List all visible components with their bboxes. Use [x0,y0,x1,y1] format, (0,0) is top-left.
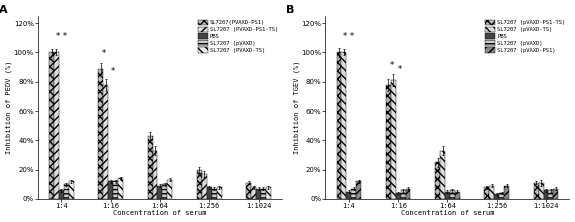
Bar [251,187,256,199]
Bar [152,151,158,199]
Bar [351,189,356,199]
Bar [391,80,396,199]
Bar [534,183,539,199]
Bar [59,190,64,199]
Bar [148,136,152,199]
Bar [346,192,351,199]
Bar [104,85,108,199]
Bar [455,192,460,199]
Y-axis label: Inhibition of TGEV (%): Inhibition of TGEV (%) [293,61,300,154]
Text: *: * [390,61,394,70]
Bar [246,183,251,199]
Bar [212,189,217,199]
Text: *: * [102,49,106,58]
Bar [484,187,489,199]
Bar [64,184,69,199]
Bar [405,189,411,199]
Bar [158,186,162,199]
Bar [504,186,509,199]
Bar [396,193,401,199]
Bar [489,186,494,199]
Bar [118,178,123,199]
Bar [386,85,391,199]
Bar [108,181,113,199]
Bar [342,52,346,199]
Bar [440,151,445,199]
Bar [549,190,553,199]
Text: * *: * * [56,32,67,41]
Bar [261,189,266,199]
Text: *: * [398,65,402,74]
Bar [450,190,455,199]
X-axis label: Concentration of serum: Concentration of serum [113,210,206,216]
Bar [499,193,504,199]
Bar [54,52,59,199]
Text: *: * [110,67,115,76]
Bar [266,187,271,199]
Bar [162,184,167,199]
Bar [197,170,202,199]
Bar [167,180,172,199]
Bar [69,181,74,199]
Bar [217,187,221,199]
Text: A: A [0,5,7,15]
Bar [49,52,54,199]
Bar [435,162,440,199]
Bar [336,52,342,199]
Bar [256,189,261,199]
Bar [207,187,212,199]
Legend: SL7207 (pVAXD-PS1-TS), SL7207 (pVAXD-TS), PBS, SL7207 (pVAXD), SL7207 (pVAXD-PS1: SL7207 (pVAXD-PS1-TS), SL7207 (pVAXD-TS)… [484,19,567,54]
Bar [543,190,549,199]
Text: B: B [286,5,295,15]
Bar [202,174,207,199]
Bar [539,183,543,199]
Y-axis label: Inhibition of PEDV (%): Inhibition of PEDV (%) [6,61,12,154]
Bar [356,181,361,199]
X-axis label: Concentration of serum: Concentration of serum [401,210,494,216]
Legend: SL7207(PVAXD-PS1), SL7207 (PVAXD-PS1-TS), PBS, SL7207 (pVAXD), SL7207 (PVAXD-TS): SL7207(PVAXD-PS1), SL7207 (PVAXD-PS1-TS)… [197,19,279,54]
Bar [445,192,450,199]
Bar [113,181,118,199]
Bar [494,194,499,199]
Bar [553,189,558,199]
Bar [98,69,103,199]
Text: * *: * * [343,32,354,41]
Bar [401,190,405,199]
